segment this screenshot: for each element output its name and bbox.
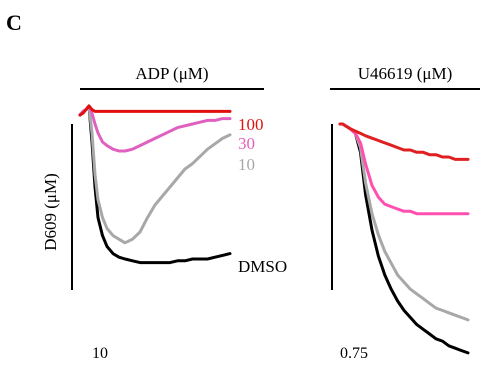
- series-label-10: 10: [238, 155, 255, 174]
- u46619-scale-label: 0.75: [340, 345, 368, 362]
- panel-letter: C: [6, 10, 22, 35]
- series-label-100: 100: [238, 115, 264, 134]
- adp-series-line-100: [78, 104, 232, 117]
- adp-series-line-10: [78, 104, 232, 245]
- series-label-30: 30: [238, 134, 255, 153]
- u46619-panel: U46619 (μM) 0.75: [330, 64, 480, 362]
- u46619-series-group: [338, 122, 470, 355]
- adp-series-line-30: [78, 104, 232, 153]
- series-label-dmso: DMSO: [238, 257, 287, 276]
- adp-scale-label: 10: [92, 345, 108, 362]
- adp-series-group: [78, 104, 232, 265]
- adp-panel: ADP (μM) D609 (μM) 10 100 30 10 DMSO: [41, 64, 287, 362]
- u46619-series-line-trace-4: [338, 122, 470, 161]
- adp-series-line-dmso: [78, 104, 232, 265]
- u46619-panel-title: U46619 (μM): [358, 64, 453, 83]
- adp-y-axis-label: D609 (μM): [41, 173, 60, 251]
- u46619-series-line-trace-3: [338, 122, 470, 216]
- adp-panel-title: ADP (μM): [135, 64, 208, 83]
